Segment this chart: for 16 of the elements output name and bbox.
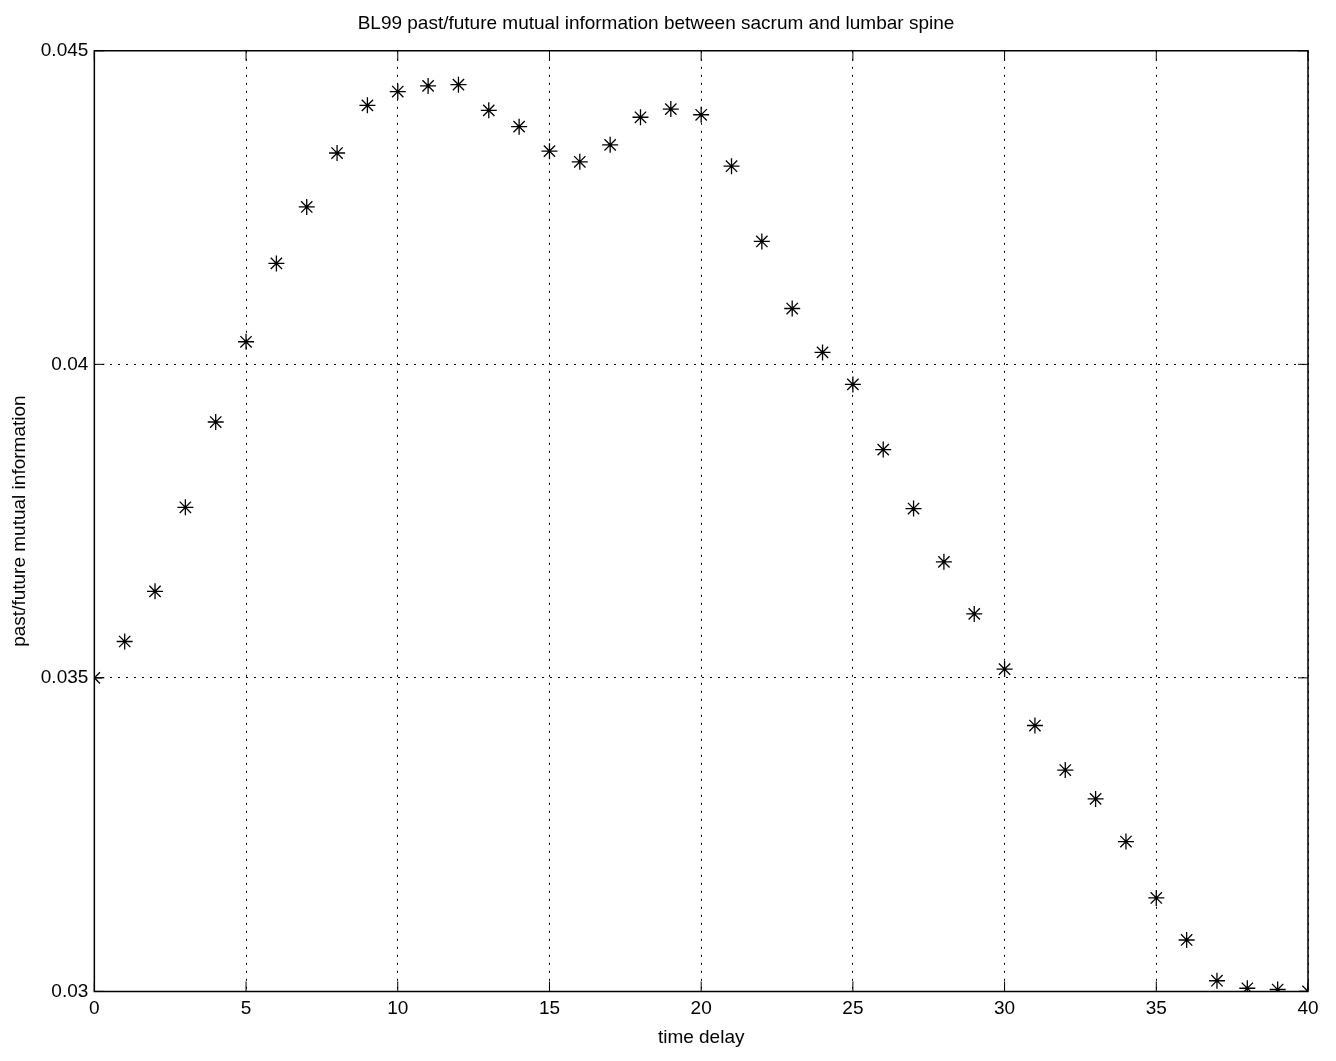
chart-title: BL99 past/future mutual information between sacrum and lumbar spine <box>357 11 955 33</box>
y-tick-label: 0.045 <box>40 39 89 61</box>
x-tick-label: 30 <box>994 997 1016 1019</box>
y-tick-label: 0.035 <box>40 666 89 688</box>
y-tick-label: 0.04 <box>51 352 89 374</box>
x-tick-label: 35 <box>1145 997 1167 1019</box>
y-tick-label: 0.03 <box>51 979 89 1001</box>
x-tick-label: 25 <box>842 997 864 1019</box>
y-axis-title: past/future mutual information <box>7 395 29 647</box>
x-tick-label: 15 <box>538 997 561 1019</box>
x-tick-label: 5 <box>240 997 252 1019</box>
x-tick-label: 10 <box>387 997 409 1019</box>
x-tick-label: 0 <box>89 997 100 1019</box>
x-tick-label: 40 <box>1297 997 1319 1019</box>
x-tick-label: 20 <box>690 997 712 1019</box>
x-axis-title: time delay <box>657 1025 745 1047</box>
